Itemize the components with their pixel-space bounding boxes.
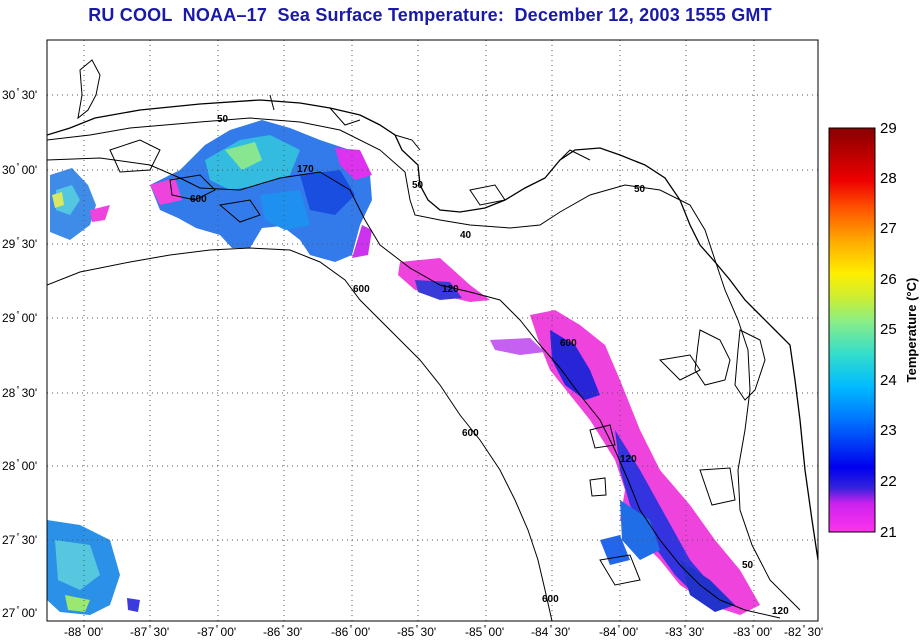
- lat-label: 28° 00': [2, 458, 37, 473]
- colorbar-gradient: [828, 127, 876, 533]
- contour-label: 120: [442, 284, 459, 295]
- contour-label: 600: [462, 428, 479, 439]
- colorbar: 29 28 27 26 25 24 23 22 21 Temperature (…: [828, 120, 919, 541]
- contour-label: 50: [217, 114, 229, 125]
- sst-swath-panhandle: [150, 120, 372, 262]
- colorbar-tick: 26: [880, 271, 897, 288]
- lon-label: -88° 00': [64, 624, 103, 639]
- contour-label: 120: [620, 454, 637, 465]
- lat-label: 27° 00': [2, 605, 37, 620]
- contour-label: 120: [772, 606, 789, 617]
- lon-label: -82° 30': [784, 624, 823, 639]
- contour-shelf-detail: [109, 139, 736, 586]
- colorbar-tick: 21: [880, 524, 897, 541]
- latitude-labels: 30° 30' 30° 00' 29° 30' 29° 00' 28° 30' 28° 00…: [2, 87, 37, 620]
- lat-label: 30° 00': [2, 162, 37, 177]
- lat-label: 27° 30': [2, 532, 37, 547]
- contour-label: 50: [634, 184, 646, 195]
- contour-600m: [47, 247, 553, 621]
- map-grid: [47, 40, 818, 621]
- sst-swaths: [47, 120, 760, 615]
- contour-label: 170: [297, 164, 314, 175]
- colorbar-tick: 28: [880, 170, 897, 187]
- contour-label: 50: [412, 180, 424, 191]
- colorbar-tick: 23: [880, 422, 897, 439]
- colorbar-tick: 29: [880, 120, 897, 137]
- lat-label: 29° 00': [2, 310, 37, 325]
- lat-label: 30° 30': [2, 87, 37, 102]
- colorbar-title: Temperature (°C): [904, 278, 919, 383]
- lon-label: -87° 00': [197, 624, 236, 639]
- coastline: [47, 99, 818, 561]
- coastline-bays: [77, 59, 766, 401]
- colorbar-tick: 24: [880, 372, 897, 389]
- contour-50m: [47, 117, 801, 611]
- lat-label: 29° 30': [2, 236, 37, 251]
- contour-label: 600: [560, 338, 577, 349]
- map-frame: [46, 39, 819, 622]
- lon-label: -85° 30': [397, 624, 436, 639]
- colorbar-tick: 25: [880, 321, 897, 338]
- lon-label: -86° 30': [263, 624, 302, 639]
- map-title: RU COOL NOAA–17 Sea Surface Temperature:…: [88, 5, 772, 25]
- contour-label: 600: [190, 194, 207, 205]
- contour-120m: [47, 157, 781, 619]
- longitude-labels: -88° 00' -87° 30' -87° 00' -86° 30' -86° 00' …: [64, 624, 823, 639]
- lon-label: -84° 00': [599, 624, 638, 639]
- contour-label: 40: [460, 230, 472, 241]
- lon-label: -85° 00': [465, 624, 504, 639]
- contour-label: 600: [542, 594, 559, 605]
- lat-label: 28° 30': [2, 385, 37, 400]
- lon-label: -86° 00': [331, 624, 370, 639]
- contour-label: 50: [742, 560, 754, 571]
- lon-label: -83° 30': [665, 624, 704, 639]
- lon-label: -84° 30': [531, 624, 570, 639]
- lon-label: -87° 30': [130, 624, 169, 639]
- lon-label: -83° 00': [733, 624, 772, 639]
- colorbar-tick: 27: [880, 220, 897, 237]
- contour-label: 600: [353, 284, 370, 295]
- colorbar-tick: 22: [880, 473, 897, 490]
